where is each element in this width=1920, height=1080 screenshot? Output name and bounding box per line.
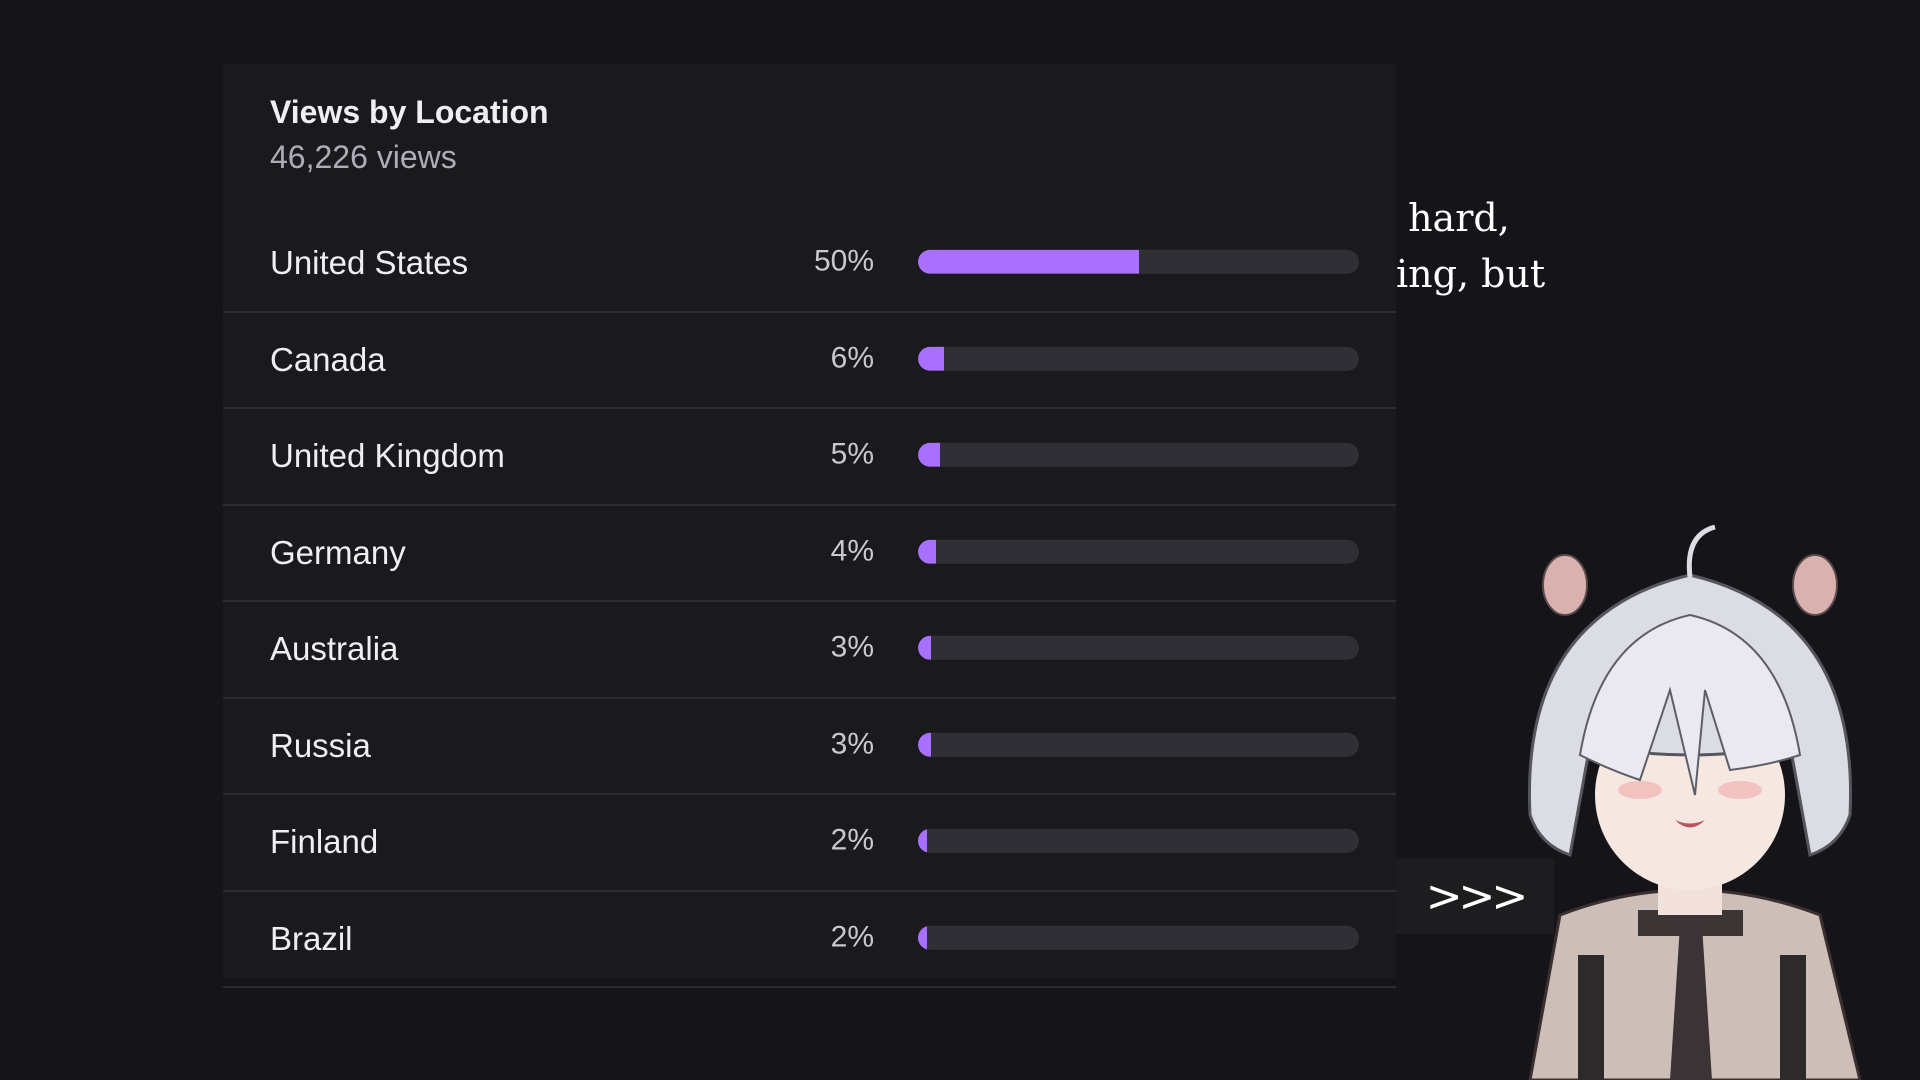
percent-bar-track [918,925,1359,950]
dialogue-text: hard, ing, but [1396,196,1546,296]
percent-label: 50% [813,244,874,278]
country-name: Brazil [270,919,353,957]
percent-bar-track [918,443,1359,468]
percent-bar-fill [918,925,927,950]
location-row: Canada 6% [223,313,1396,409]
location-row: United Kingdom 5% [223,409,1396,506]
percent-label: 5% [830,437,874,471]
percent-bar-fill [918,636,932,661]
percent-bar-track [918,636,1359,661]
percent-bar-track [918,346,1359,371]
views-by-location-panel: Views by Location 46,226 views United St… [223,64,1396,988]
next-dialogue-button[interactable]: >>> [1396,859,1554,934]
location-row: United States 50% [223,216,1396,313]
percent-bar-track [918,539,1359,564]
location-list: United States 50% Canada 6% United Kingdom 5%… [223,216,1396,988]
percent-label: 4% [830,534,874,568]
total-views: 46,226 views [270,139,457,175]
percent-bar-fill [918,829,927,854]
percent-bar-track [918,829,1359,854]
percent-bar-fill [918,346,945,371]
country-name: Canada [270,340,386,378]
anime-character-avatar-icon [1527,524,1862,1080]
location-row: Russia 3% [223,699,1396,795]
location-row: Australia 3% [223,602,1396,699]
country-name: Russia [270,726,371,764]
country-name: United Kingdom [270,437,505,475]
panel-title: Views by Location [270,94,549,130]
percent-bar-fill [918,539,936,564]
country-name: United States [270,244,469,282]
percent-bar-fill [918,443,941,468]
percent-label: 3% [830,727,874,761]
percent-bar-fill [918,250,1139,275]
location-row: Germany 4% [223,506,1396,602]
percent-label: 2% [830,823,874,857]
location-row: Brazil 2% [223,892,1396,988]
percent-label: 3% [830,630,874,664]
percent-label: 2% [830,920,874,954]
country-name: Finland [270,823,379,861]
percent-label: 6% [830,341,874,375]
percent-bar-track [918,732,1359,757]
percent-bar-track [918,250,1359,275]
country-name: Germany [270,533,406,571]
percent-bar-fill [918,732,932,757]
country-name: Australia [270,630,399,668]
location-row: Finland 2% [223,795,1396,892]
